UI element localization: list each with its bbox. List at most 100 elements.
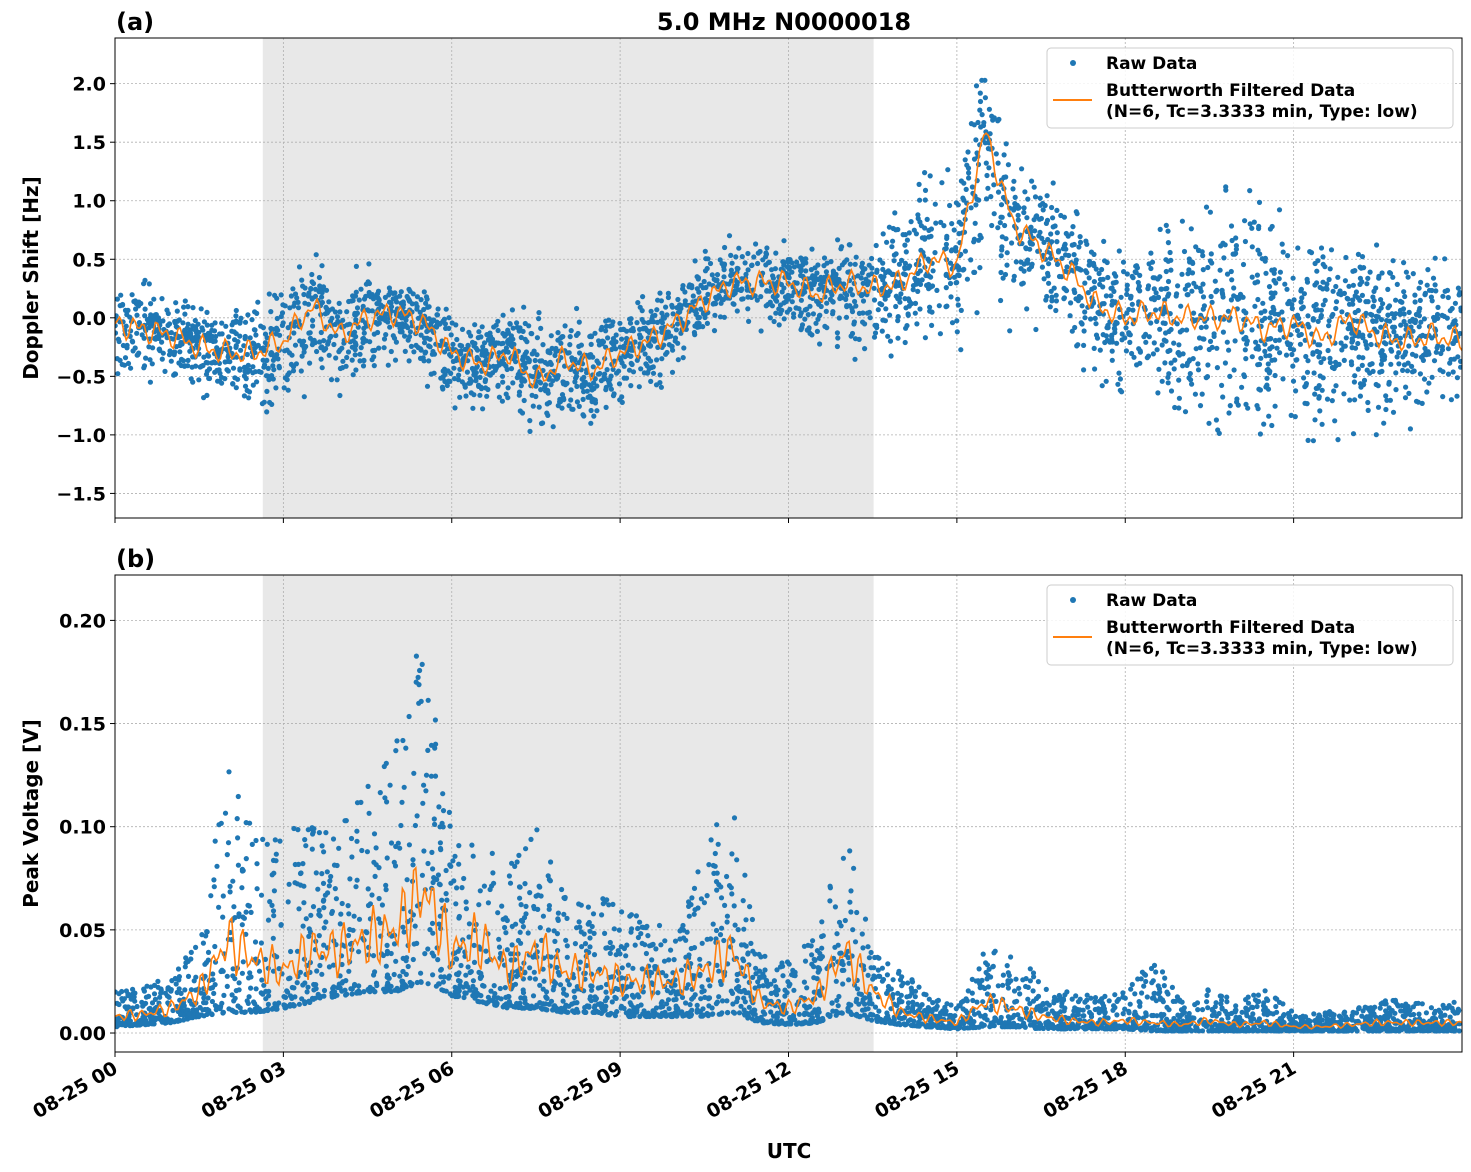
raw-point (678, 303, 684, 309)
raw-point (536, 404, 542, 410)
raw-point (115, 356, 120, 362)
raw-point (171, 372, 177, 378)
raw-point (269, 1006, 275, 1012)
raw-point (568, 387, 574, 393)
raw-point (574, 399, 581, 405)
raw-point (1341, 290, 1347, 296)
raw-point (275, 356, 281, 362)
raw-point (382, 795, 388, 801)
raw-point (1332, 418, 1338, 424)
raw-point (1243, 401, 1249, 407)
raw-point (734, 279, 741, 285)
raw-point (1263, 353, 1269, 359)
raw-point (1132, 269, 1138, 275)
raw-point (983, 160, 989, 166)
raw-point (1109, 332, 1115, 338)
raw-point (1178, 303, 1184, 309)
raw-point (1314, 280, 1320, 286)
raw-point (1047, 304, 1053, 310)
raw-point (989, 222, 995, 229)
raw-point (1136, 283, 1142, 289)
raw-point (1226, 347, 1232, 353)
raw-point (503, 363, 509, 369)
raw-point (1025, 257, 1031, 263)
raw-point (388, 840, 395, 846)
raw-point (168, 330, 174, 336)
raw-point (1305, 437, 1311, 443)
raw-point (1279, 241, 1285, 247)
raw-point (1330, 288, 1336, 294)
raw-point (1294, 312, 1301, 318)
raw-point (463, 393, 469, 399)
raw-point (891, 252, 898, 258)
raw-point (427, 336, 433, 342)
raw-point (227, 883, 233, 890)
raw-point (1277, 324, 1283, 330)
raw-point (146, 320, 152, 326)
raw-point (435, 306, 441, 312)
raw-point (1085, 290, 1091, 296)
raw-point (1003, 141, 1009, 147)
shaded-interval (262, 38, 874, 518)
raw-point (1017, 991, 1023, 997)
raw-point (885, 961, 891, 967)
raw-point (298, 870, 304, 876)
raw-point (1053, 298, 1059, 304)
raw-point (372, 347, 378, 353)
raw-point (902, 272, 909, 278)
raw-point (869, 255, 875, 262)
raw-point (151, 296, 157, 302)
raw-point (1341, 391, 1347, 397)
raw-point (919, 277, 925, 283)
raw-point (1346, 301, 1353, 307)
raw-point (1394, 354, 1400, 360)
raw-point (243, 376, 249, 382)
raw-point (606, 902, 612, 908)
raw-point (1193, 244, 1199, 250)
raw-point (295, 861, 302, 868)
raw-point (146, 344, 152, 350)
raw-point (233, 331, 239, 337)
raw-point (1004, 262, 1010, 268)
raw-point (983, 196, 990, 202)
raw-point (804, 985, 810, 991)
raw-point (1189, 270, 1196, 276)
raw-point (1439, 312, 1445, 318)
raw-point (1187, 357, 1193, 363)
raw-point (1342, 343, 1348, 349)
raw-point (1373, 285, 1379, 291)
raw-point (319, 299, 325, 306)
raw-point (559, 405, 565, 411)
raw-point (173, 344, 179, 350)
raw-point (360, 363, 367, 369)
raw-point (1379, 270, 1385, 276)
raw-point (655, 297, 661, 303)
raw-point (233, 344, 239, 350)
raw-point (474, 364, 480, 370)
raw-point (1270, 304, 1276, 310)
raw-point (1103, 293, 1109, 299)
raw-point (173, 300, 179, 306)
raw-point (472, 322, 478, 328)
raw-point (1209, 260, 1215, 266)
raw-point (621, 345, 627, 351)
raw-point (1385, 305, 1391, 311)
raw-point (1255, 296, 1261, 303)
raw-point (847, 303, 853, 309)
raw-point (866, 272, 872, 278)
raw-point (1401, 260, 1407, 266)
raw-point (588, 420, 594, 426)
raw-point (1129, 350, 1135, 357)
raw-point (1197, 345, 1203, 351)
raw-point (309, 271, 315, 278)
raw-point (964, 162, 970, 168)
raw-point (576, 319, 582, 325)
raw-point (1440, 293, 1446, 299)
raw-point (1271, 277, 1277, 284)
raw-point (961, 266, 967, 272)
raw-point (869, 1017, 875, 1023)
raw-point (344, 354, 350, 361)
raw-point (858, 293, 865, 299)
raw-point (241, 343, 247, 349)
raw-point (190, 305, 196, 311)
